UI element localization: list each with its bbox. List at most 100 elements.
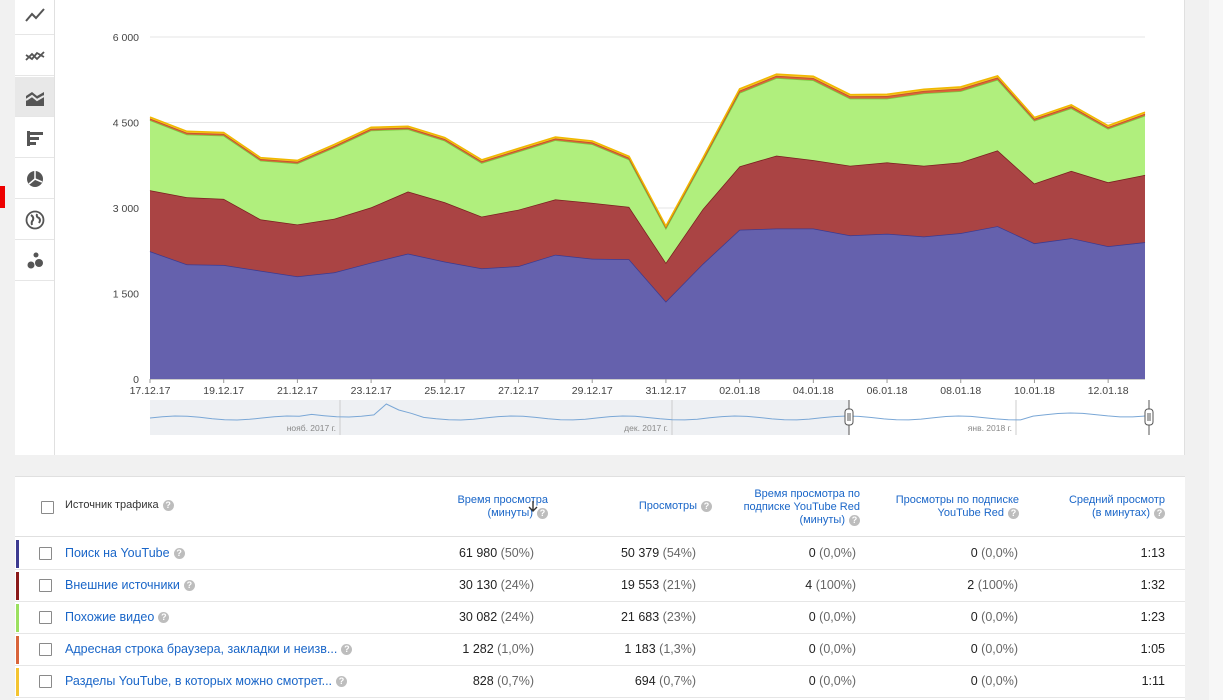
- select-all-checkbox[interactable]: [41, 501, 54, 514]
- help-icon[interactable]: ?: [849, 514, 860, 526]
- navigator-selected-range: [849, 400, 1149, 435]
- help-icon[interactable]: ?: [1154, 507, 1165, 519]
- area-series[interactable]: [150, 78, 1145, 263]
- pie-chart-icon: [26, 170, 43, 187]
- y-tick-label: 0: [133, 374, 139, 386]
- views-cell: 1 183 (1,3%): [624, 642, 696, 656]
- header-avg-view[interactable]: Средний просмотр (в минутах)?: [1068, 494, 1165, 519]
- red-watch-time-cell: 0 (0,0%): [808, 642, 856, 656]
- bubble-chart-button[interactable]: [15, 241, 54, 281]
- navigator-label-jan: янв. 2018 г.: [968, 423, 1012, 433]
- header-views[interactable]: Просмотры?: [639, 500, 712, 513]
- red-watch-time-cell: 0 (0,0%): [808, 674, 856, 688]
- red-watch-time-cell: 4 (100%): [805, 578, 856, 592]
- red-watch-time-cell: 0 (0,0%): [808, 546, 856, 560]
- x-tick-label: 08.01.18: [940, 385, 981, 397]
- watch-time-cell: 1 282 (1,0%): [462, 642, 534, 656]
- arrow-down-icon[interactable]: [527, 500, 539, 514]
- navigator-handle-right[interactable]: [1144, 400, 1154, 435]
- x-tick-label: 19.12.17: [203, 385, 244, 397]
- chart-type-toolbar: [15, 0, 55, 455]
- watch-time-cell: 61 980 (50%): [458, 546, 534, 560]
- multi-line-chart-button[interactable]: [15, 36, 54, 76]
- avg-view-cell: 1:23: [1140, 610, 1165, 624]
- views-cell: 50 379 (54%): [620, 546, 696, 560]
- watch-time-cell: 828 (0,7%): [472, 674, 534, 688]
- x-tick-label: 12.01.18: [1088, 385, 1129, 397]
- watch-time-cell: 30 130 (24%): [458, 578, 534, 592]
- x-tick-label: 21.12.17: [277, 385, 318, 397]
- red-views-cell: 0 (0,0%): [970, 546, 1018, 560]
- views-cell: 21 683 (23%): [620, 610, 696, 624]
- table-row[interactable]: Похожие видео? 30 082 (24%) 21 683 (23%) 0 …: [15, 602, 1185, 634]
- table-header: Источник трафика? Время просмотра (минут…: [15, 477, 1185, 537]
- pie-chart-button[interactable]: [15, 159, 54, 199]
- red-views-cell: 0 (0,0%): [970, 610, 1018, 624]
- area-series[interactable]: [150, 150, 1145, 302]
- help-icon[interactable]: ?: [537, 507, 548, 519]
- table-row[interactable]: Разделы YouTube, в которых можно смотрет…: [15, 666, 1185, 698]
- red-views-cell: 0 (0,0%): [970, 674, 1018, 688]
- header-red-watch-time[interactable]: Время просмотра по подписке YouTube Red …: [743, 488, 860, 526]
- series-color-swatch: [16, 604, 19, 632]
- x-tick-label: 29.12.17: [572, 385, 613, 397]
- help-icon[interactable]: ?: [162, 499, 174, 511]
- date-range-navigator[interactable]: нояб. 2017 г. дек. 2017 г. янв. 2018 г.: [149, 400, 1154, 435]
- row-checkbox[interactable]: [39, 675, 52, 688]
- stacked-area-chart: 6 000 4 500 3 000 1 500 0 17.12.17 19.12.17 21…: [113, 32, 1154, 435]
- help-icon[interactable]: ?: [336, 676, 348, 688]
- multi-line-chart-icon: [24, 50, 45, 61]
- header-watch-time[interactable]: Время просмотра (минуты)?: [457, 494, 548, 519]
- bubble-chart-icon: [27, 252, 43, 268]
- series-color-swatch: [16, 668, 19, 696]
- watch-time-cell: 30 082 (24%): [458, 610, 534, 624]
- table-row[interactable]: Поиск на YouTube? 61 980 (50%) 50 379 (54%…: [15, 538, 1185, 570]
- help-icon[interactable]: ?: [1008, 507, 1019, 519]
- red-views-cell: 2 (100%): [967, 578, 1018, 592]
- area-series[interactable]: [150, 226, 1145, 379]
- source-link[interactable]: Внешние источники?: [65, 578, 195, 592]
- help-icon[interactable]: ?: [341, 644, 353, 656]
- y-tick-label: 1 500: [113, 289, 139, 301]
- x-tick-label: 10.01.18: [1014, 385, 1055, 397]
- help-icon[interactable]: ?: [701, 500, 712, 512]
- row-checkbox[interactable]: [39, 579, 52, 592]
- source-link[interactable]: Адресная строка браузера, закладки и неи…: [65, 642, 353, 656]
- table-row[interactable]: Адресная строка браузера, закладки и неи…: [15, 634, 1185, 666]
- source-link[interactable]: Поиск на YouTube?: [65, 546, 185, 560]
- line-chart-button[interactable]: [15, 0, 54, 35]
- bar-chart-icon: [26, 130, 43, 146]
- views-cell: 694 (0,7%): [634, 674, 696, 688]
- x-tick-label: 23.12.17: [351, 385, 392, 397]
- navigator-label-dec: дек. 2017 г.: [624, 423, 668, 433]
- help-icon[interactable]: ?: [158, 612, 170, 624]
- red-views-cell: 0 (0,0%): [970, 642, 1018, 656]
- y-tick-label: 6 000: [113, 32, 139, 44]
- series-color-swatch: [16, 636, 19, 664]
- help-icon[interactable]: ?: [183, 580, 195, 592]
- map-chart-button[interactable]: [15, 200, 54, 240]
- x-tick-label: 06.01.18: [867, 385, 908, 397]
- source-link[interactable]: Похожие видео?: [65, 610, 170, 624]
- row-checkbox[interactable]: [39, 547, 52, 560]
- bar-chart-button[interactable]: [15, 118, 54, 158]
- page-scrollbar[interactable]: [1209, 0, 1223, 700]
- help-icon[interactable]: ?: [173, 548, 185, 560]
- row-checkbox[interactable]: [39, 643, 52, 656]
- line-chart-icon: [24, 7, 45, 22]
- avg-view-cell: 1:11: [1141, 674, 1165, 688]
- avg-view-cell: 1:13: [1140, 546, 1165, 560]
- row-checkbox[interactable]: [39, 611, 52, 624]
- x-tick-label: 17.12.17: [130, 385, 171, 397]
- views-cell: 19 553 (21%): [620, 578, 696, 592]
- source-link[interactable]: Разделы YouTube, в которых можно смотрет…: [65, 674, 348, 688]
- header-source: Источник трафика?: [65, 499, 174, 511]
- navigator-handle-left[interactable]: [844, 400, 854, 435]
- stacked-area-chart-icon: [24, 91, 44, 106]
- series-color-swatch: [16, 540, 19, 568]
- x-tick-label: 25.12.17: [424, 385, 465, 397]
- table-row[interactable]: Внешние источники? 30 130 (24%) 19 553 (21…: [15, 570, 1185, 602]
- x-tick-label: 27.12.17: [498, 385, 539, 397]
- stacked-area-chart-button[interactable]: [15, 77, 54, 117]
- header-red-views[interactable]: Просмотры по подписке YouTube Red?: [895, 494, 1019, 519]
